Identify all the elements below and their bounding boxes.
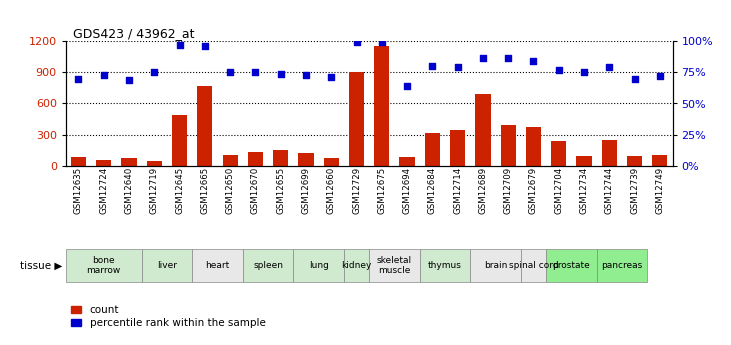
Bar (450, 130, 465, 166)
Legend: count, percentile rank within the sample: count, percentile rank within the sample (71, 305, 265, 328)
Bar (501, 125, 516, 166)
Text: bone
marrow: bone marrow (86, 256, 121, 275)
Bar (248, 152, 263, 166)
Text: GDS423 / 43962_at: GDS423 / 43962_at (73, 27, 194, 40)
Point (249, 70, 261, 75)
Point (351, 39, 363, 45)
Point (376, 39, 387, 45)
Bar (192, 249, 243, 282)
Bar (652, 155, 667, 166)
Text: thymus: thymus (428, 261, 462, 270)
Bar (420, 249, 470, 282)
Point (528, 59, 539, 64)
Text: pancreas: pancreas (602, 261, 643, 270)
Text: skeletal
muscle: skeletal muscle (377, 256, 412, 275)
Point (604, 65, 616, 70)
Text: prostate: prostate (553, 261, 590, 270)
Bar (273, 150, 288, 166)
Bar (293, 249, 344, 282)
Bar (172, 115, 187, 166)
Point (578, 70, 590, 75)
Bar (475, 94, 491, 166)
Bar (399, 157, 414, 166)
Point (148, 70, 160, 75)
Bar (324, 158, 338, 166)
Bar (602, 140, 617, 166)
Point (123, 77, 135, 83)
Bar (520, 249, 546, 282)
Point (72, 76, 84, 81)
Bar (197, 86, 213, 166)
Bar (121, 158, 137, 166)
Bar (243, 249, 293, 282)
Point (275, 71, 287, 77)
Bar (577, 156, 591, 166)
Point (426, 63, 438, 69)
Bar (374, 46, 390, 166)
Bar (369, 249, 420, 282)
Text: tissue ▶: tissue ▶ (20, 261, 62, 270)
Point (553, 67, 564, 73)
Text: liver: liver (157, 261, 177, 270)
Text: kidney: kidney (341, 261, 371, 270)
Bar (222, 155, 238, 166)
Bar (66, 249, 142, 282)
Point (224, 70, 236, 75)
Bar (470, 249, 520, 282)
Point (98, 72, 110, 78)
Point (477, 55, 489, 60)
Bar (96, 160, 111, 166)
Bar (344, 249, 369, 282)
Bar (142, 249, 192, 282)
Point (654, 73, 666, 79)
Text: brain: brain (484, 261, 507, 270)
Point (401, 83, 413, 89)
Bar (71, 157, 86, 166)
Bar (546, 249, 596, 282)
Point (174, 42, 186, 48)
Text: spinal cord: spinal cord (509, 261, 558, 270)
Bar (298, 153, 314, 166)
Bar (551, 141, 567, 166)
Point (502, 55, 514, 60)
Point (199, 43, 211, 49)
Bar (526, 127, 541, 166)
Bar (596, 249, 647, 282)
Bar (627, 156, 643, 166)
Text: lung: lung (308, 261, 328, 270)
Bar (425, 133, 440, 166)
Point (629, 76, 640, 81)
Bar (349, 72, 364, 166)
Text: spleen: spleen (253, 261, 283, 270)
Point (452, 65, 463, 70)
Bar (147, 161, 162, 166)
Text: heart: heart (205, 261, 230, 270)
Point (300, 72, 312, 78)
Point (325, 75, 337, 80)
